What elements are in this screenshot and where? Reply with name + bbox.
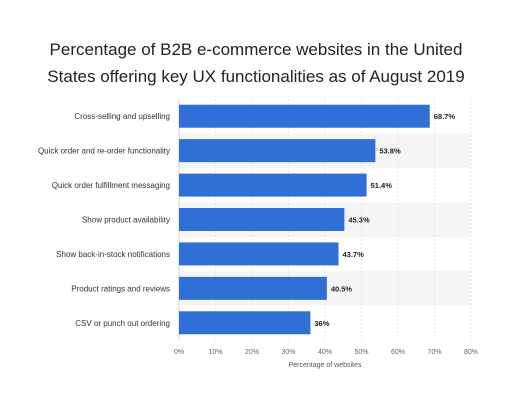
category-label: Show back-in-stock notifications — [56, 250, 170, 259]
value-labels: 68.7% 53.8% 51.4% 45.3% 43.7% 40.5% 36% — [314, 112, 455, 328]
chart-title-line-2: States offering key UX functionalities a… — [47, 67, 465, 86]
bar — [179, 208, 345, 231]
x-tick-label: 20% — [245, 349, 259, 356]
bar — [179, 104, 430, 128]
x-tick-label: 50% — [354, 349, 368, 356]
category-label: Quick order and re-order functionality — [38, 147, 170, 156]
value-label: 68.7% — [434, 112, 456, 121]
chart-title-line-1: Percentage of B2B e-commerce websites in… — [49, 40, 463, 59]
value-label: 40.5% — [331, 284, 353, 293]
bar — [179, 242, 339, 266]
x-tick-label: 70% — [427, 349, 441, 356]
category-label: Show product availability — [82, 216, 170, 225]
value-label: 36% — [314, 319, 329, 328]
bar — [179, 276, 327, 300]
bars — [179, 104, 430, 335]
category-label: Quick order fulfillment messaging — [52, 181, 170, 190]
category-labels: Cross-selling and upselling Quick order a… — [38, 112, 170, 328]
x-tick-labels: 0% 10% 20% 30% 40% 50% 60% 70% 80% — [174, 349, 478, 356]
x-tick-label: 30% — [281, 349, 295, 356]
value-label: 43.7% — [343, 250, 365, 259]
x-tick-label: 60% — [391, 349, 405, 356]
x-tick-label: 10% — [208, 349, 222, 356]
x-tick-label: 40% — [318, 349, 332, 356]
bar — [179, 173, 367, 197]
x-axis-title: Percentage of websites — [289, 362, 362, 369]
category-label: Product ratings and reviews — [71, 284, 170, 293]
chart-title: Percentage of B2B e-commerce websites in… — [0, 36, 512, 90]
value-label: 53.8% — [379, 147, 401, 156]
value-label: 51.4% — [371, 181, 393, 190]
bar — [179, 311, 311, 335]
value-label: 45.3% — [348, 216, 370, 225]
bar — [179, 139, 376, 163]
category-label: Cross-selling and upselling — [74, 112, 170, 121]
x-tick-label: 0% — [174, 349, 184, 356]
x-tick-label: 80% — [464, 349, 478, 356]
category-label: CSV or punch out ordering — [75, 319, 170, 328]
